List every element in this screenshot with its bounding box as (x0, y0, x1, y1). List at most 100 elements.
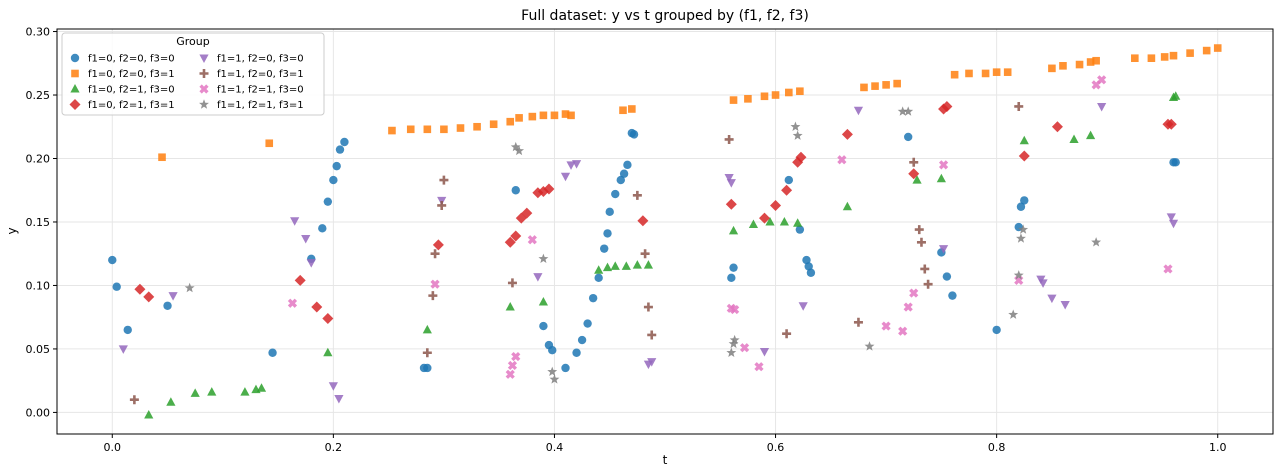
data-point (759, 347, 770, 357)
data-point (538, 253, 549, 263)
data-point-shape (898, 326, 908, 336)
data-point (729, 334, 740, 345)
data-point (507, 278, 517, 288)
data-point (643, 302, 653, 312)
data-point (1097, 102, 1107, 112)
y-tick-label: 0.30 (26, 26, 51, 39)
data-point-shape (837, 155, 847, 165)
data-point (571, 160, 582, 169)
data-point (795, 225, 805, 234)
data-point (1013, 270, 1024, 280)
data-point (637, 215, 649, 227)
legend-marker (199, 69, 209, 78)
data-point (256, 383, 267, 392)
data-point (489, 120, 498, 129)
data-point (881, 321, 891, 331)
data-point (1147, 54, 1156, 63)
data-point (619, 169, 629, 178)
x-tick-label: 0.2 (325, 441, 343, 454)
data-point (440, 125, 448, 134)
data-point (893, 79, 901, 88)
y-tick-label: 0.00 (26, 406, 51, 419)
data-point (543, 183, 555, 195)
data-point (1091, 237, 1102, 247)
legend-label: f1=1, f2=1, f3=0 (217, 85, 304, 96)
data-point (514, 145, 525, 156)
data-point (328, 382, 338, 391)
data-point (912, 175, 922, 184)
data-point (1059, 62, 1067, 70)
data-point (724, 174, 734, 183)
data-point (166, 397, 176, 406)
data-point (871, 82, 879, 90)
data-point (785, 88, 793, 97)
data-point (184, 282, 195, 293)
data-point-shape (881, 321, 891, 331)
data-point (406, 125, 415, 134)
data-point (510, 230, 522, 242)
data-point (754, 362, 764, 372)
data-point (1097, 75, 1107, 85)
data-point (572, 348, 581, 357)
data-point (240, 387, 250, 396)
data-point (422, 348, 432, 358)
data-point (511, 351, 521, 362)
data-point (163, 301, 172, 310)
data-point (758, 212, 770, 224)
data-point (610, 261, 620, 270)
data-point (561, 110, 570, 118)
data-point (938, 245, 949, 254)
data-point (853, 317, 863, 327)
data-point (806, 268, 816, 277)
data-point (506, 117, 515, 126)
data-point (143, 291, 155, 303)
data-point (1166, 213, 1176, 222)
data-point (594, 265, 604, 274)
data-point (938, 160, 949, 170)
data-point (332, 161, 341, 171)
data-point (950, 70, 959, 79)
data-point (640, 249, 650, 259)
y-tick-label: 0.10 (26, 279, 51, 292)
data-point (882, 81, 890, 89)
data-point (760, 92, 769, 101)
data-point (948, 291, 957, 300)
plot-area-frame (56, 28, 1274, 435)
data-point (1047, 294, 1057, 304)
data-point (864, 341, 875, 351)
data-point (566, 161, 576, 170)
x-tick-label: 0.8 (988, 441, 1006, 454)
data-point (1069, 134, 1079, 143)
data-point (771, 91, 780, 99)
data-point (739, 343, 750, 353)
data-point (539, 111, 548, 120)
data-point (981, 69, 990, 78)
data-point (334, 394, 344, 404)
data-point (744, 95, 752, 103)
data-point-shape (430, 279, 440, 289)
legend-marker (69, 99, 81, 110)
data-point (550, 111, 559, 120)
series-f1-0-f2-1-f3-1 (134, 100, 1177, 324)
data-point (837, 155, 847, 165)
data-point-shape (505, 369, 515, 379)
data-point (1016, 233, 1026, 243)
data-point (294, 274, 306, 286)
data-point (1160, 53, 1169, 61)
data-point (123, 325, 132, 335)
data-point (323, 347, 333, 357)
data-point (765, 216, 775, 226)
legend-marker (70, 53, 80, 63)
data-point (561, 363, 570, 373)
x-tick-label: 1.0 (1209, 441, 1227, 454)
data-point-shape (739, 343, 750, 353)
data-point (628, 105, 636, 113)
data-point (1171, 158, 1180, 167)
data-point (265, 139, 274, 148)
data-point (207, 387, 217, 396)
data-point (190, 388, 200, 397)
data-point (908, 168, 920, 180)
data-point-shape (938, 160, 949, 170)
data-point (504, 236, 516, 248)
data-point (782, 329, 792, 339)
